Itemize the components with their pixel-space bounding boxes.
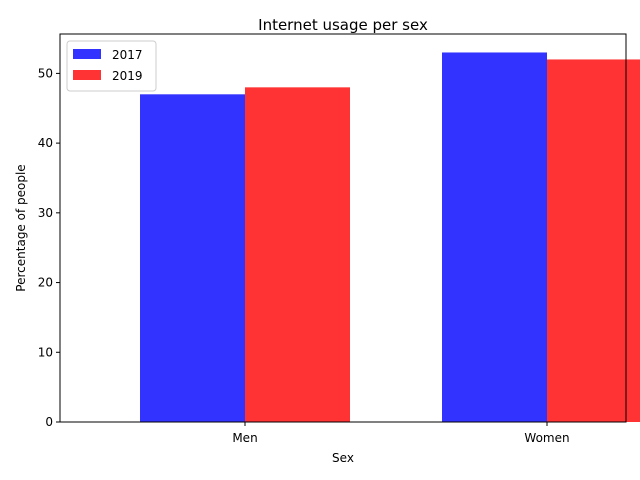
y-tick-label: 40	[38, 136, 53, 150]
x-axis: Men Women	[232, 422, 570, 445]
y-tick-label: 20	[38, 276, 53, 290]
legend: 2017 2019	[66, 40, 157, 92]
y-tick-label: 0	[45, 415, 53, 429]
plot-frame	[59, 33, 627, 423]
y-tick-label: 10	[38, 345, 53, 359]
x-axis-label: Sex	[332, 451, 354, 465]
legend-swatch-2017	[73, 49, 101, 59]
y-tick-label: 50	[38, 66, 53, 80]
legend-swatch-2019	[73, 70, 101, 80]
bar-2019-women	[547, 59, 640, 423]
legend-label-2017: 2017	[112, 48, 143, 62]
bar-2017-men	[140, 94, 245, 422]
bar-2019-men	[245, 87, 350, 423]
x-tick-label: Men	[232, 431, 257, 445]
chart-title: Internet usage per sex	[258, 16, 428, 34]
y-tick-label: 30	[38, 206, 53, 220]
y-axis: 0 10 20 30 40 50	[38, 66, 60, 429]
bar-2017-women	[442, 52, 547, 422]
bars-group	[140, 52, 640, 423]
legend-label-2019: 2019	[112, 69, 143, 83]
y-axis-label: Percentage of people	[14, 164, 28, 291]
x-tick-label: Women	[524, 431, 569, 445]
